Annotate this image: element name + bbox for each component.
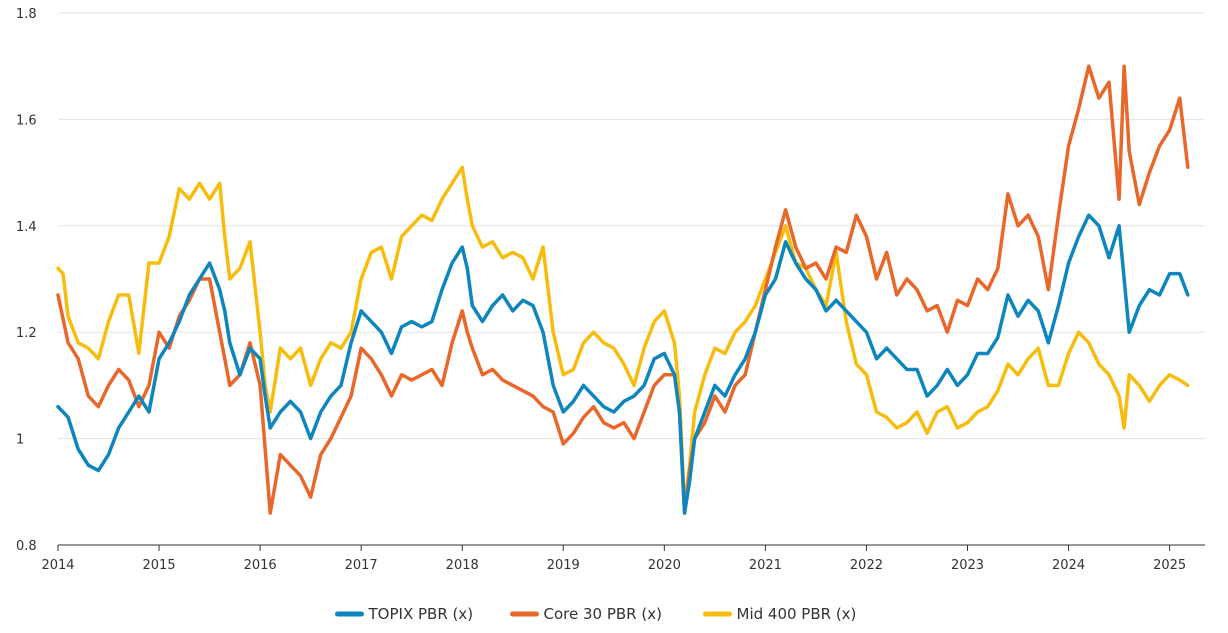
x-tick-label: 2015 <box>143 558 176 573</box>
legend-label: TOPIX PBR (x) <box>368 605 474 623</box>
x-tick-label: 2016 <box>244 558 277 573</box>
series-line-1 <box>56 64 1190 515</box>
x-tick-label: 2024 <box>1052 558 1085 573</box>
x-tick-label: 2025 <box>1153 558 1186 573</box>
y-tick-label: 0.8 <box>16 539 37 554</box>
x-tick-label: 2021 <box>749 558 782 573</box>
legend-label: Mid 400 PBR (x) <box>737 605 857 623</box>
series-line-0 <box>56 213 1190 515</box>
legend: TOPIX PBR (x) Core 30 PBR (x) Mid 400 PBR … <box>335 605 857 623</box>
y-tick-label: 1.6 <box>16 113 37 128</box>
y-tick-label: 1.8 <box>16 7 37 22</box>
x-tick-label: 2020 <box>648 558 681 573</box>
legend-label: Core 30 PBR (x) <box>544 605 662 623</box>
axes: 0.8 1 1.2 1.4 1.6 1.8 2014 2015 2016 2017 2018 2019… <box>16 7 1205 573</box>
y-tick-label: 1 <box>16 433 24 448</box>
y-tick-label: 1.2 <box>16 326 37 341</box>
series-line-2 <box>56 165 1190 510</box>
x-tick-label: 2022 <box>850 558 883 573</box>
x-tick-label: 2018 <box>446 558 479 573</box>
y-tick-label: 1.4 <box>16 220 37 235</box>
series-lines <box>56 64 1190 515</box>
x-tick-label: 2014 <box>41 558 74 573</box>
x-tick-label: 2023 <box>951 558 984 573</box>
x-tick-label: 2017 <box>345 558 378 573</box>
x-tick-label: 2019 <box>547 558 580 573</box>
gridlines <box>58 12 1205 440</box>
